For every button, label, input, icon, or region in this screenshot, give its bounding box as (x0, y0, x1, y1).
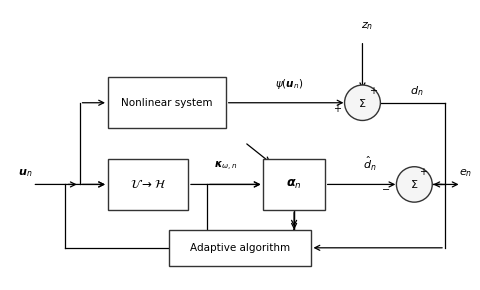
Text: $\boldsymbol{\alpha}_n$: $\boldsymbol{\alpha}_n$ (286, 178, 302, 191)
Bar (108, 77, 226, 128)
Ellipse shape (396, 167, 432, 202)
Text: $+$: $+$ (419, 166, 428, 177)
Text: $z_n$: $z_n$ (361, 21, 373, 32)
Bar (108, 159, 188, 210)
Text: $\psi(\boldsymbol{u}_n)$: $\psi(\boldsymbol{u}_n)$ (275, 77, 303, 91)
Bar (264, 159, 325, 210)
Text: $e_n$: $e_n$ (459, 167, 472, 179)
Text: $\hat{d}_n$: $\hat{d}_n$ (363, 155, 376, 173)
Text: $\mathcal{U} \rightarrow \mathcal{H}$: $\mathcal{U} \rightarrow \mathcal{H}$ (130, 178, 166, 191)
Text: $+$: $+$ (333, 103, 342, 114)
Text: $-$: $-$ (381, 183, 390, 193)
Text: $d_n$: $d_n$ (409, 85, 423, 98)
Text: $+$: $+$ (369, 86, 378, 97)
Text: Nonlinear system: Nonlinear system (121, 98, 213, 108)
Text: $\boldsymbol{\kappa}_{\omega,n}$: $\boldsymbol{\kappa}_{\omega,n}$ (214, 160, 238, 173)
Ellipse shape (345, 85, 380, 120)
Text: Adaptive algorithm: Adaptive algorithm (190, 243, 290, 253)
Bar (169, 229, 311, 266)
Text: $\Sigma$: $\Sigma$ (410, 178, 419, 191)
Text: $\boldsymbol{u}_n$: $\boldsymbol{u}_n$ (18, 167, 33, 179)
Text: $\Sigma$: $\Sigma$ (358, 97, 367, 109)
